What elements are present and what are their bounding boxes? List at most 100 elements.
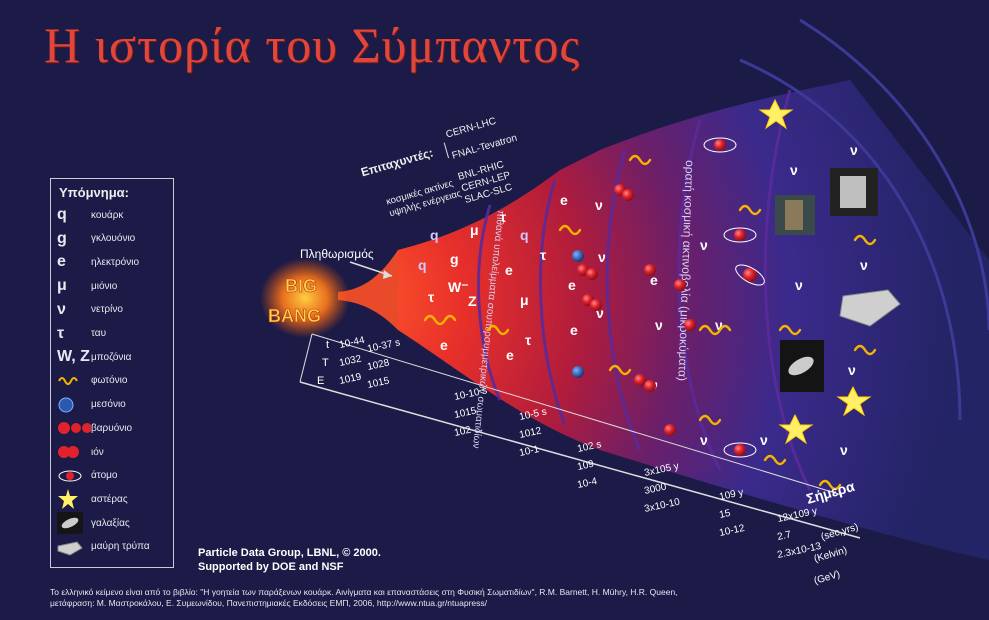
photon-wave-icon [57, 375, 91, 387]
svg-text:e: e [440, 337, 448, 353]
legend-item: βαρυόνιο [57, 418, 175, 438]
svg-text:ν: ν [840, 442, 848, 458]
big-bang-glow [260, 258, 350, 338]
axis-value: 1015 [453, 405, 477, 420]
big-bang-line1: BIG [285, 276, 317, 296]
svg-text:ν: ν [795, 277, 803, 293]
legend-item: q κουάρκ [57, 205, 175, 225]
legend-symbol: W, Z [57, 348, 90, 366]
outer-arc-2 [799, 18, 989, 331]
star-icons [758, 98, 872, 445]
svg-text:ν: ν [598, 249, 606, 265]
galaxy-image-detail [788, 356, 814, 376]
legend-symbol: μ [57, 277, 67, 295]
legend-symbol: ν [57, 300, 66, 318]
black-hole-icon [57, 538, 91, 556]
axis-value: 109 y [718, 487, 744, 503]
svg-text:τ: τ [525, 332, 532, 348]
band-arc-5 [763, 89, 812, 491]
legend-label: κουάρκ [91, 209, 124, 221]
meson-icon [57, 396, 91, 414]
axis-value: 1028 [366, 357, 390, 372]
svg-text:ν: ν [850, 142, 858, 158]
axis-value: 10-4 [576, 476, 598, 491]
svg-text:ν: ν [790, 162, 798, 178]
svg-text:Z: Z [468, 293, 477, 309]
legend-label: γκλουόνιο [91, 233, 136, 245]
ion-icon [57, 445, 91, 459]
axis-value: 1019 [338, 371, 362, 386]
axis-label-E: E [317, 375, 324, 387]
legend-label: βαρυόνιο [91, 422, 133, 434]
inflation-label: Πληθωρισμός [300, 247, 374, 261]
credit-line1: Particle Data Group, LBNL, © 2000. [198, 547, 381, 559]
axis-value: 10-37 s [366, 337, 401, 355]
axis-value: 3x10-10 [643, 497, 681, 515]
footer-line2: μετάφραση: Μ. Μαστροκάλου, Ε. Συμεωνίδου… [50, 598, 487, 608]
svg-text:q: q [430, 227, 439, 243]
svg-text:μ: μ [520, 292, 529, 308]
band-arc-4 [677, 119, 722, 471]
footer-citation: Το ελληνικό κείμενο είναι από το βιβλίο:… [50, 587, 950, 609]
legend-item: ν νετρίνο [57, 300, 175, 320]
accelerator-lhc: CERN-LHC [445, 116, 498, 141]
axis-label-T: T [322, 357, 329, 369]
baryon-icon [57, 420, 91, 436]
units-energy: (GeV) [813, 569, 842, 587]
svg-text:q: q [418, 257, 427, 273]
black-hole-image [839, 289, 901, 327]
band-arc-1 [477, 204, 502, 401]
axis-label-t: t [326, 339, 329, 351]
svg-text:τ: τ [428, 289, 435, 305]
axis-value: 109 [576, 459, 595, 473]
legend-label: νετρίνο [91, 304, 123, 316]
legend-label: άτομο [91, 470, 118, 482]
legend-item: e ηλεκτρόνιο [57, 252, 175, 272]
legend-symbol: g [57, 229, 67, 247]
legend-label: ταυ [91, 328, 107, 339]
axis-value: 102 [453, 425, 472, 439]
svg-text:ν: ν [596, 305, 604, 321]
axis-value: 102 s [576, 439, 602, 455]
svg-text:e: e [568, 277, 576, 293]
outer-arc-1 [739, 58, 962, 421]
timeline-axis-top [311, 333, 843, 496]
lhc-marker [443, 142, 450, 159]
svg-text:e: e [505, 262, 513, 278]
legend-item: φωτόνιο [57, 371, 175, 391]
svg-text:ν: ν [655, 317, 663, 333]
legend-item: μεσόνιο [57, 395, 175, 415]
big-bang-line2: BANG [268, 306, 321, 326]
svg-text:ν: ν [700, 432, 708, 448]
legend-item: μ μιόνιο [57, 276, 175, 296]
legend-item: άτομο [57, 466, 175, 486]
axis-value: 1015 [366, 375, 390, 390]
star-icon [57, 488, 91, 510]
credit-block: Particle Data Group, LBNL, © 2000. Suppo… [198, 546, 381, 574]
svg-text:e: e [506, 347, 514, 363]
legend-symbol: τ [57, 324, 65, 342]
credit-line2: Supported by DOE and NSF [198, 561, 344, 573]
einstein-image-detail [840, 176, 866, 208]
svg-text:ν: ν [848, 362, 856, 378]
svg-text:W⁻: W⁻ [448, 279, 469, 295]
galaxy-icon [57, 512, 91, 535]
legend-label: ιόν [91, 446, 104, 458]
svg-text:q: q [520, 227, 529, 243]
svg-text:τ: τ [500, 209, 507, 225]
axis-value: 10-12 [718, 523, 746, 539]
axis-value: 15 [718, 508, 732, 521]
photon-waves [423, 154, 877, 491]
legend-label: μποζόνια [91, 351, 132, 363]
legend-symbol: e [57, 253, 66, 271]
legend-label: μιόνιο [91, 280, 118, 292]
units-time: (sec,yrs) [820, 522, 860, 543]
matter-particles [572, 137, 765, 458]
svg-text:τ: τ [540, 247, 547, 263]
svg-text:ν: ν [760, 432, 768, 448]
legend-box: Υπόμνημα: q κουάρκ g γκλουόνιο e ηλεκτρόνιο μ μ… [50, 178, 174, 568]
legend-item: ιόν [57, 442, 175, 462]
